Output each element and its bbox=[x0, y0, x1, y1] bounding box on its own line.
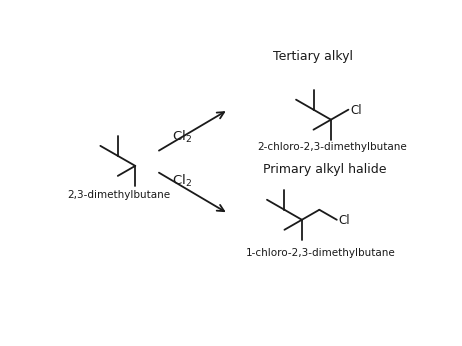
Text: Primary alkyl halide: Primary alkyl halide bbox=[263, 163, 387, 176]
Text: Cl: Cl bbox=[350, 103, 362, 117]
Text: Cl: Cl bbox=[338, 213, 350, 227]
Text: 2,3-dimethylbutane: 2,3-dimethylbutane bbox=[67, 190, 170, 200]
Text: 2-chloro-2,3-dimethylbutane: 2-chloro-2,3-dimethylbutane bbox=[257, 142, 407, 152]
Text: 1-chloro-2,3-dimethylbutane: 1-chloro-2,3-dimethylbutane bbox=[246, 248, 395, 258]
Text: Cl$_2$: Cl$_2$ bbox=[172, 173, 192, 189]
Text: Tertiary alkyl: Tertiary alkyl bbox=[273, 49, 353, 63]
Text: Cl$_2$: Cl$_2$ bbox=[172, 128, 192, 145]
